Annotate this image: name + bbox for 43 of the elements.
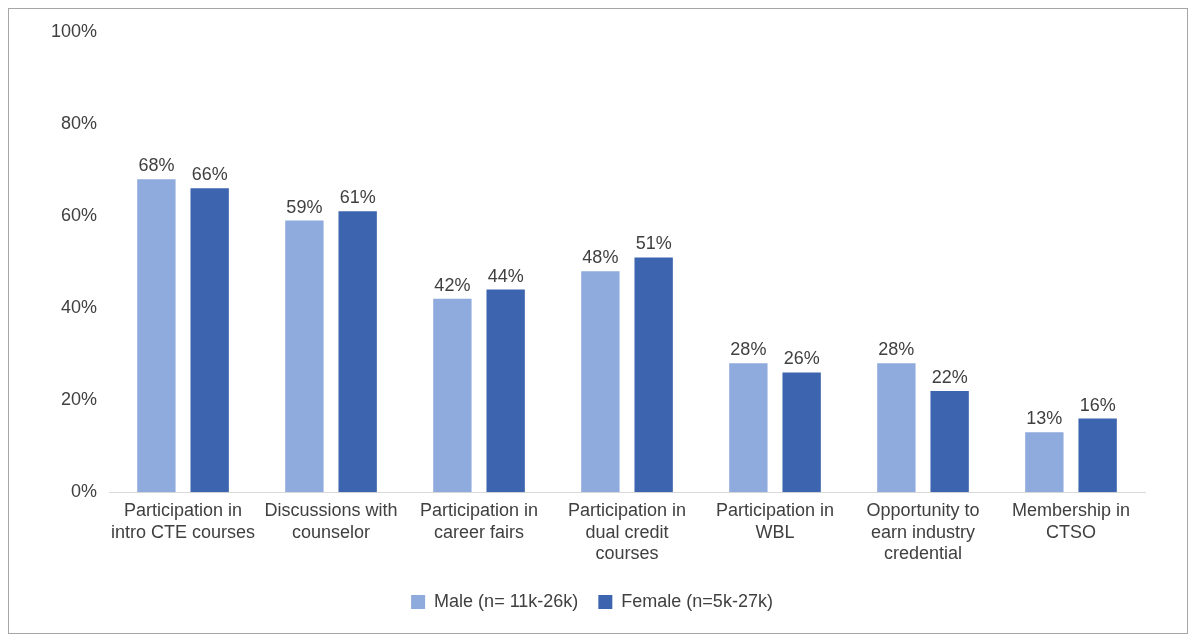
bar bbox=[782, 372, 821, 493]
data-label: 68% bbox=[138, 155, 175, 176]
data-label: 26% bbox=[783, 348, 820, 369]
data-label: 28% bbox=[878, 339, 915, 360]
bar bbox=[433, 298, 472, 493]
bar bbox=[1025, 432, 1064, 493]
bar bbox=[137, 179, 176, 493]
x-tick-label: Participation in dual credit courses bbox=[567, 499, 687, 564]
data-label: 13% bbox=[1026, 408, 1063, 429]
bar bbox=[930, 390, 969, 493]
bar bbox=[634, 257, 673, 493]
x-tick-label: Discussions with counselor bbox=[264, 499, 398, 542]
bar bbox=[190, 188, 229, 493]
data-label: 44% bbox=[487, 265, 524, 286]
data-label: 28% bbox=[730, 339, 767, 360]
legend-label: Female (n=5k-27k) bbox=[621, 590, 773, 611]
x-tick-label: Membership in CTSO bbox=[1011, 499, 1131, 542]
y-tick-label: 100% bbox=[50, 20, 98, 41]
x-tick-label: Opportunity to earn industry credential bbox=[866, 499, 980, 564]
data-label: 48% bbox=[582, 247, 619, 268]
y-tick-label: 20% bbox=[61, 389, 98, 410]
bar bbox=[581, 271, 620, 493]
bar bbox=[729, 363, 768, 493]
y-tick-label: 80% bbox=[61, 112, 98, 133]
x-tick-label: Participation in intro CTE courses bbox=[111, 499, 256, 542]
data-label: 66% bbox=[191, 164, 228, 185]
y-tick-label: 40% bbox=[61, 297, 98, 318]
data-label: 22% bbox=[931, 366, 968, 387]
x-tick-label: Participation in WBL bbox=[715, 499, 835, 542]
bar bbox=[338, 211, 377, 493]
data-label: 61% bbox=[339, 187, 376, 208]
x-tick-label: Participation in career fairs bbox=[419, 499, 539, 542]
legend-label: Male (n= 11k-26k) bbox=[434, 590, 579, 611]
y-tick-label: 60% bbox=[61, 204, 98, 225]
bar bbox=[1078, 418, 1117, 493]
y-tick-label: 0% bbox=[71, 481, 98, 502]
bar bbox=[285, 220, 324, 493]
data-label: 51% bbox=[635, 233, 672, 254]
bar bbox=[486, 289, 525, 493]
data-label: 42% bbox=[434, 274, 471, 295]
data-label: 59% bbox=[286, 196, 323, 217]
data-label: 16% bbox=[1079, 394, 1116, 415]
bar bbox=[877, 363, 916, 493]
